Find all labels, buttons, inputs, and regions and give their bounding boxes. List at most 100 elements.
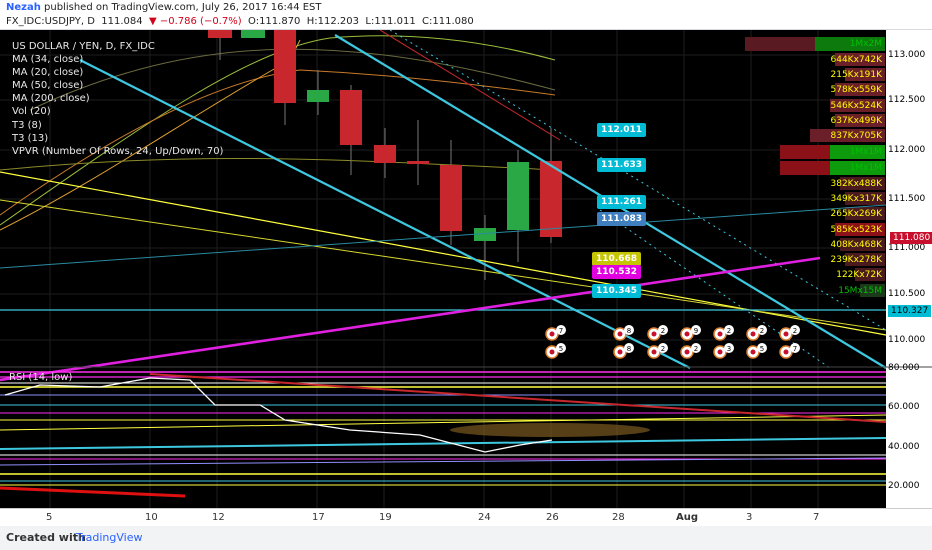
footer: Created with TradingView <box>0 526 932 550</box>
event-count: 5 <box>760 345 764 353</box>
event-flag-icon[interactable]: 2 <box>779 325 800 341</box>
price-change: ▼ −0.786 (−0.7%) <box>148 16 242 27</box>
price-tag: 110.532 <box>592 265 641 279</box>
event-flag-icon[interactable]: 2 <box>647 325 668 341</box>
event-count: 2 <box>793 327 797 335</box>
vpvr-row-label: 546Kx524K <box>830 101 883 111</box>
vpvr-bars <box>745 37 885 297</box>
support-price-tag: 110.327 <box>888 305 932 317</box>
event-flag-icon[interactable]: 8 <box>613 343 634 359</box>
event-flag-icon[interactable]: 9 <box>680 325 701 341</box>
last-price: 111.084 <box>101 16 143 27</box>
event-count: 2 <box>760 327 764 335</box>
legend-item[interactable]: MA (34, close) <box>12 54 84 66</box>
y-tick: 112.000 <box>888 145 926 155</box>
economic-events[interactable]: 7 5 8 8 2 2 9 2 2 3 2 5 2 7 <box>545 325 800 359</box>
y-tick: 111.000 <box>888 243 926 253</box>
created-with-label: Created with <box>6 531 86 544</box>
high-value: H:112.203 <box>306 16 360 27</box>
price-chart[interactable]: 7 5 8 8 2 2 9 2 2 3 2 5 2 7 <box>0 30 932 508</box>
price-tag: 111.633 <box>597 158 646 172</box>
legend-item[interactable]: MA (50, close) <box>12 80 84 92</box>
event-count: 2 <box>694 345 698 353</box>
event-flag-icon[interactable]: 5 <box>746 343 767 359</box>
x-tick: 3 <box>746 512 753 523</box>
legend-item[interactable]: US DOLLAR / YEN, D, FX_IDC <box>12 41 155 52</box>
rsi-tick: 20.000 <box>888 481 920 491</box>
vpvr-row-label: 1Mx1M <box>849 147 882 157</box>
event-count: 9 <box>694 327 698 335</box>
event-count: 7 <box>793 345 797 353</box>
close-value: C:111.080 <box>422 16 474 27</box>
legend-item[interactable]: T3 (8) <box>12 119 42 131</box>
vpvr-row-label: 265Kx269K <box>830 209 883 219</box>
event-count: 2 <box>727 327 731 335</box>
x-tick: 26 <box>546 512 559 523</box>
price-tag: 111.261 <box>597 195 646 209</box>
event-count: 5 <box>559 345 563 353</box>
rsi-tick: 60.000 <box>888 402 920 412</box>
price-tag: 110.668 <box>592 252 641 266</box>
event-count: 7 <box>559 327 563 335</box>
vpvr-row-label: 1Mx2M <box>849 39 882 49</box>
vpvr-row-label: 15Mx15M <box>838 286 882 296</box>
x-tick: 19 <box>379 512 392 523</box>
price-axis[interactable] <box>886 30 932 508</box>
event-flag-icon[interactable]: 2 <box>680 343 701 359</box>
vpvr-row-label: 644Kx742K <box>830 55 883 65</box>
event-count: 8 <box>627 327 631 335</box>
x-tick: 12 <box>212 512 225 523</box>
legend-item[interactable]: VPVR (Number Of Rows, 24, Up/Down, 70) <box>12 145 224 157</box>
author-name[interactable]: Nezah <box>6 2 41 13</box>
publish-info: published on TradingView.com, July 26, 2… <box>40 2 322 13</box>
legend-item[interactable]: Vol (20) <box>12 106 51 118</box>
vpvr-row-label: 637Kx499K <box>830 116 883 126</box>
event-count: 2 <box>661 327 665 335</box>
vpvr-row-label: 122Kx72K <box>836 270 882 280</box>
current-price-tag: 111.080 <box>890 232 932 244</box>
vpvr-row-label: 578Kx559K <box>830 85 883 95</box>
vpvr-row-label: 349Kx317K <box>830 194 883 204</box>
x-tick: 28 <box>612 512 625 523</box>
event-flag-icon[interactable]: 2 <box>746 325 767 341</box>
event-flag-icon[interactable]: 5 <box>545 343 566 359</box>
x-tick: 17 <box>312 512 325 523</box>
event-flag-icon[interactable]: 7 <box>545 325 566 341</box>
event-flag-icon[interactable]: 2 <box>713 325 734 341</box>
y-tick: 111.500 <box>888 194 926 204</box>
vpvr-row-label: 585Kx523K <box>830 225 883 235</box>
y-tick: 113.000 <box>888 50 926 60</box>
vpvr-row-label: 239Kx278K <box>830 255 883 265</box>
event-count: 3 <box>727 345 731 353</box>
tradingview-logo[interactable]: TradingView <box>76 531 143 544</box>
price-tag: 110.345 <box>592 284 641 298</box>
vpvr-row-label: 408Kx468K <box>830 240 883 250</box>
x-tick: 5 <box>46 512 53 523</box>
event-flag-icon[interactable]: 3 <box>713 343 734 359</box>
open-value: O:111.870 <box>248 16 301 27</box>
chart-header: Nezah published on TradingView.com, July… <box>0 0 932 30</box>
y-tick: 110.500 <box>888 289 926 299</box>
rsi-tick: 80.000 <box>888 363 920 373</box>
x-tick: 24 <box>478 512 491 523</box>
legend-item[interactable]: MA (200, close) <box>12 93 90 105</box>
x-tick: 7 <box>813 512 820 523</box>
candles <box>208 30 562 280</box>
vpvr-row-label: 1Mx1M <box>849 163 882 173</box>
rsi-label[interactable]: RSI (14, low) <box>9 372 73 383</box>
event-flag-icon[interactable]: 2 <box>647 343 668 359</box>
event-count: 2 <box>661 345 665 353</box>
indicator-legend[interactable]: US DOLLAR / YEN, D, FX_IDC MA (34, close)… <box>12 40 223 158</box>
x-tick: Aug <box>676 512 699 523</box>
legend-item[interactable]: T3 (13) <box>12 132 49 144</box>
event-count: 8 <box>627 345 631 353</box>
price-tag: 112.011 <box>597 123 646 137</box>
low-value: L:111.011 <box>365 16 416 27</box>
legend-item[interactable]: MA (20, close) <box>12 67 84 79</box>
time-axis[interactable]: 5 10 12 17 19 24 26 28 Aug 3 7 <box>0 508 932 527</box>
symbol-label[interactable]: FX_IDC:USDJPY, D <box>6 16 95 27</box>
rsi-tick: 40.000 <box>888 442 920 452</box>
event-flag-icon[interactable]: 8 <box>613 325 634 341</box>
event-flag-icon[interactable]: 7 <box>779 343 800 359</box>
y-tick: 110.000 <box>888 335 926 345</box>
